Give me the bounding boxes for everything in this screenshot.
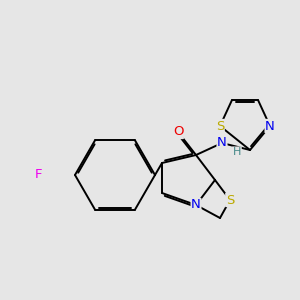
Text: S: S <box>226 194 234 206</box>
Text: H: H <box>233 147 241 157</box>
Text: N: N <box>217 136 227 149</box>
Text: O: O <box>173 125 183 139</box>
Text: N: N <box>265 119 275 133</box>
Text: S: S <box>216 119 224 133</box>
Text: F: F <box>34 169 42 182</box>
Text: N: N <box>191 199 201 212</box>
